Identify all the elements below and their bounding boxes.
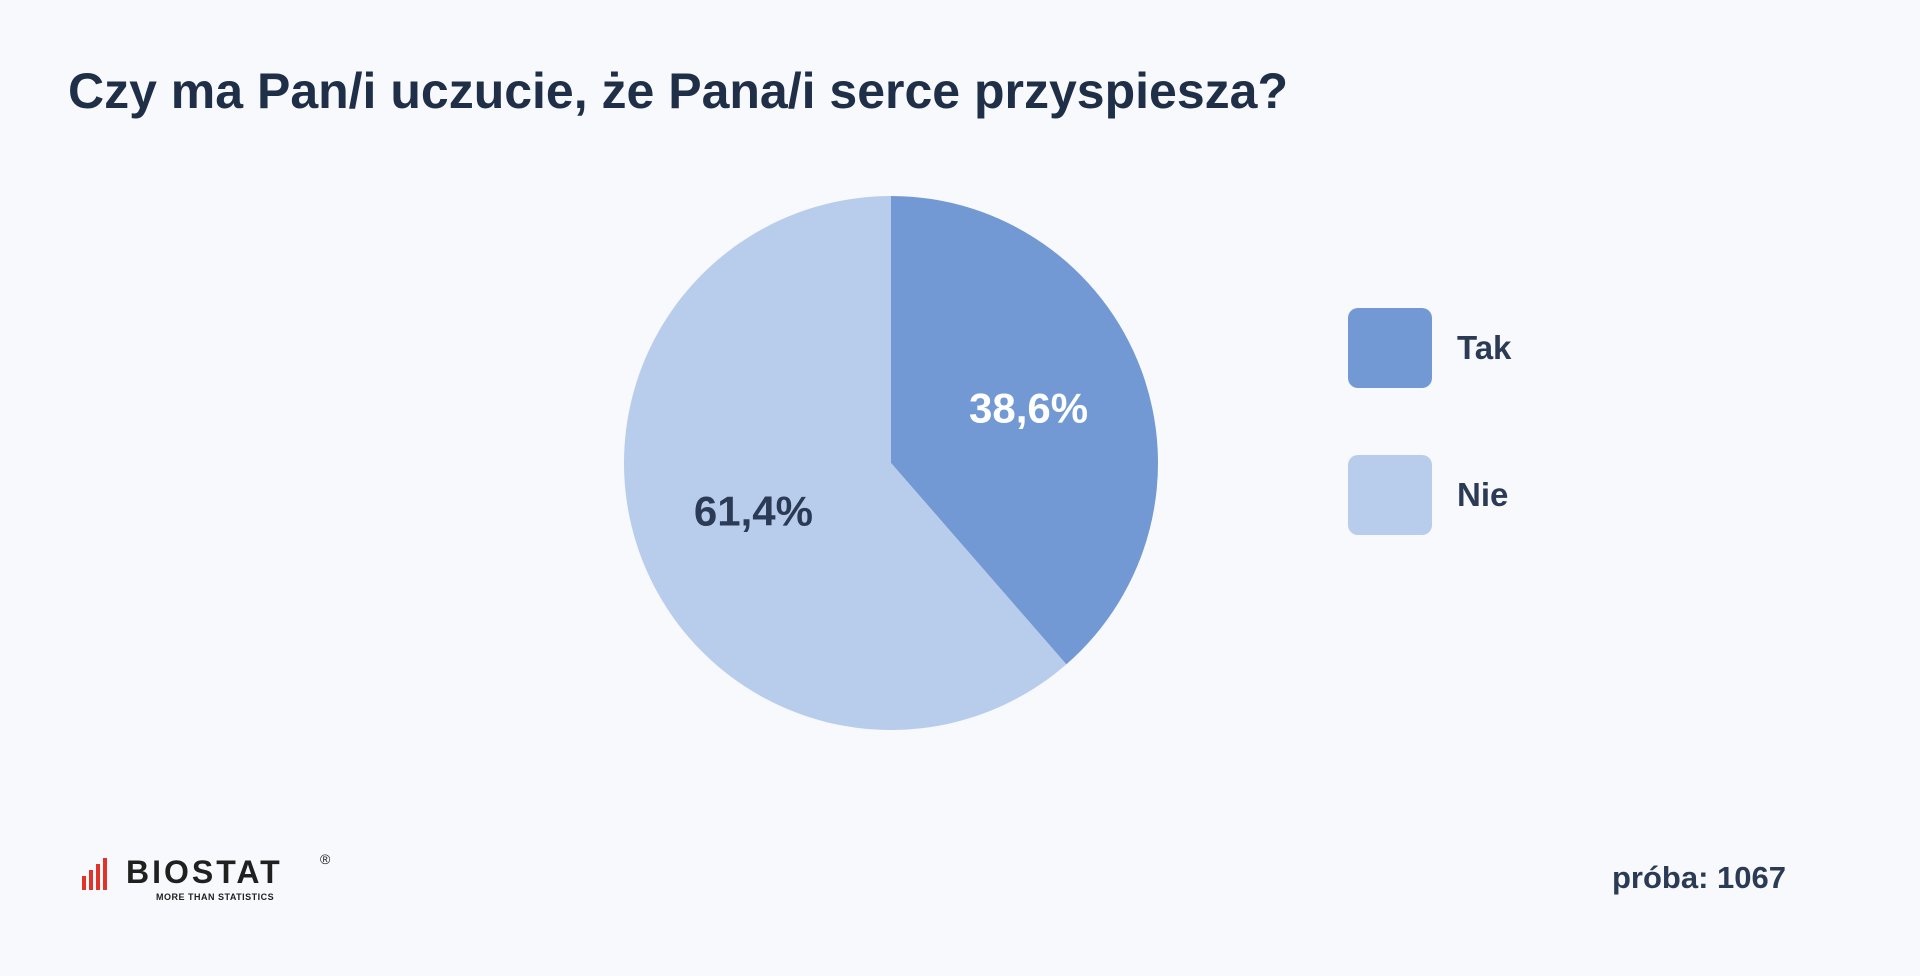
legend-item-tak: Tak [1348, 308, 1511, 388]
logo-registered-mark: ® [320, 851, 331, 867]
legend-swatch-tak [1348, 308, 1432, 388]
pie-slice-nie [623, 196, 1067, 731]
logo-wordmark: BIOSTAT [126, 854, 283, 890]
legend-label-tak: Tak [1457, 329, 1512, 366]
slice-value-label-tak: 38,6% [969, 385, 1088, 432]
pie-slice-tak [891, 196, 1158, 665]
legend-item-nie: Nie [1348, 455, 1511, 535]
logo-tagline: MORE THAN STATISTICS [156, 892, 275, 902]
slice-value-label-nie: 61,4% [694, 488, 813, 535]
chart-legend: Tak Nie [1348, 308, 1511, 602]
logo-bars-icon [82, 858, 107, 890]
legend-swatch-nie [1348, 455, 1432, 535]
sample-size-label: próba: 1067 [1611, 860, 1786, 895]
chart-title: Czy ma Pan/i uczucie, że Pana/i serce pr… [68, 63, 1288, 119]
legend-label-nie: Nie [1457, 476, 1509, 513]
biostat-logo: BIOSTAT ® MORE THAN STATISTICS [82, 852, 342, 906]
